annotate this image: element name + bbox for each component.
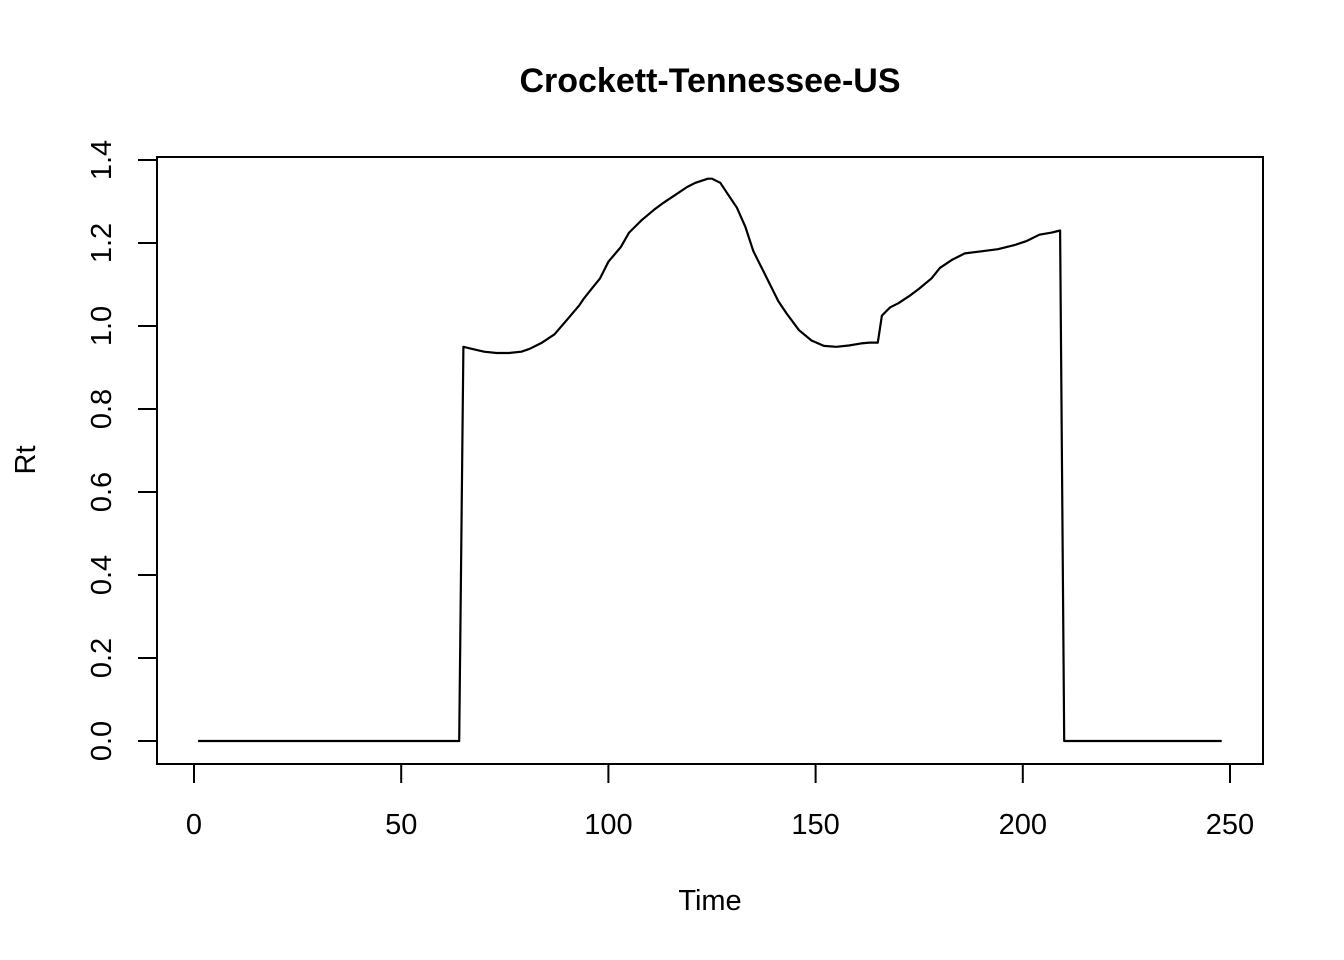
x-axis: 0 50 100 150 200 250: [186, 763, 1254, 841]
x-axis-label: Time: [678, 885, 741, 917]
y-tick-label: 0.2: [86, 638, 118, 678]
x-tick-label: 50: [385, 809, 417, 841]
y-tick-label: 0.0: [86, 721, 118, 761]
y-tick-label: 0.4: [86, 555, 118, 595]
y-axis: 0.0 0.2 0.4 0.6 0.8 1.0 1.2 1.4: [86, 140, 158, 761]
y-axis-label: Rt: [10, 446, 42, 475]
plot-frame: [156, 156, 1264, 765]
y-tick-label: 0.8: [86, 389, 118, 429]
series-layer: [198, 177, 1222, 743]
rt-series-line: [198, 177, 1222, 743]
x-tick-label: 100: [584, 809, 632, 841]
y-tick-label: 1.4: [86, 140, 118, 180]
chart-title: Crockett-Tennessee-US: [519, 62, 900, 100]
x-tick-label: 0: [186, 809, 202, 841]
x-tick-label: 150: [791, 809, 839, 841]
y-tick-label: 0.6: [86, 472, 118, 512]
x-tick-label: 200: [999, 809, 1047, 841]
x-tick-label: 250: [1206, 809, 1254, 841]
y-tick-label: 1.0: [86, 306, 118, 346]
y-tick-label: 1.2: [86, 223, 118, 263]
